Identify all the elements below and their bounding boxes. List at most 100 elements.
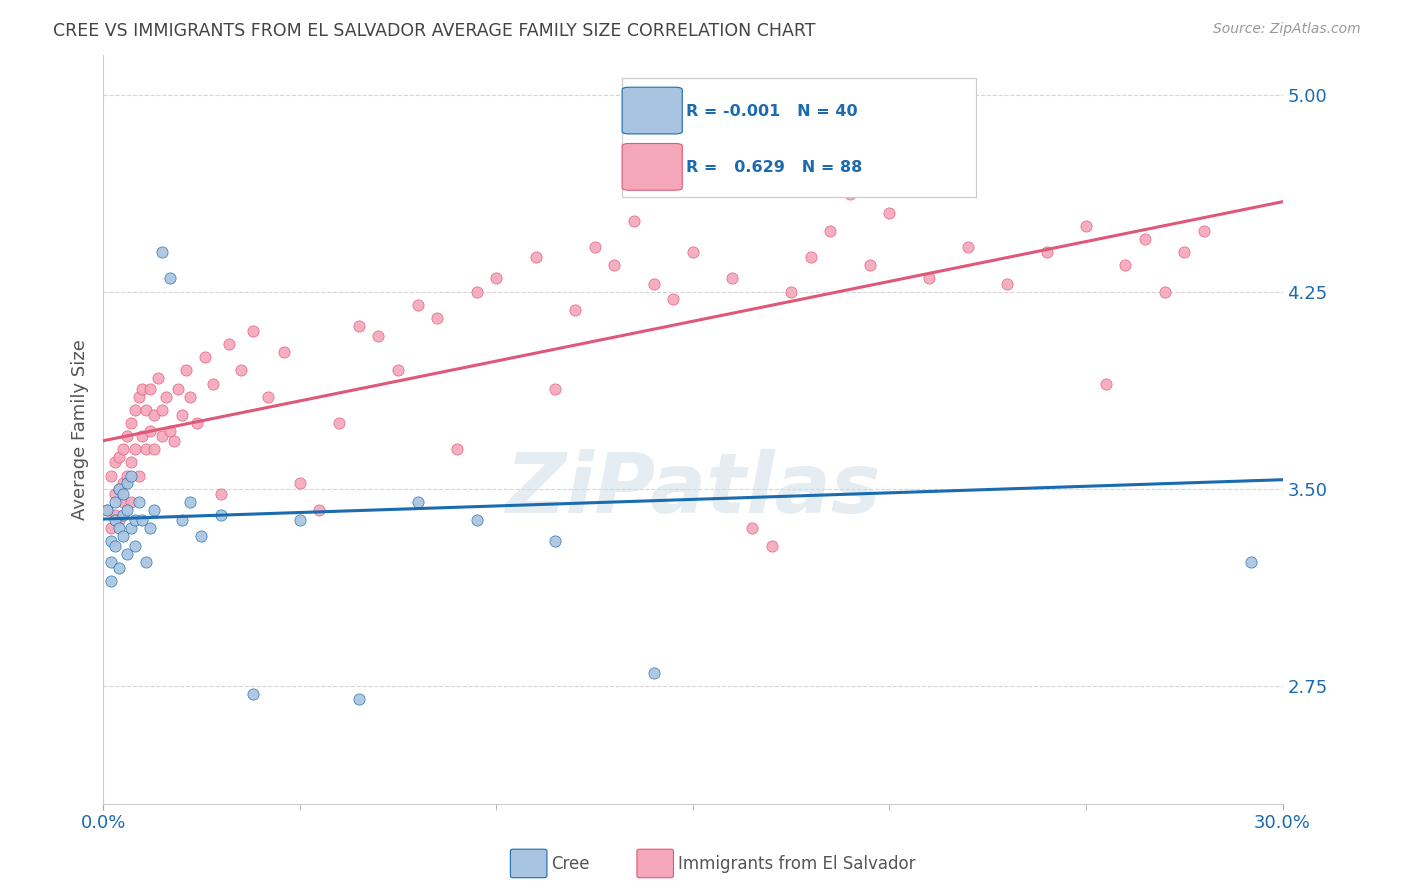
Point: [820, 135, 842, 149]
Point: [347, 692, 370, 706]
Point: [485, 271, 508, 285]
Point: [104, 487, 127, 501]
Point: [288, 476, 311, 491]
Point: [564, 303, 586, 318]
Point: [100, 534, 122, 549]
Point: [139, 424, 162, 438]
Point: [131, 429, 153, 443]
Point: [186, 416, 208, 430]
Point: [643, 277, 665, 291]
Point: [209, 487, 232, 501]
Point: [387, 363, 409, 377]
Point: [159, 424, 181, 438]
Point: [115, 547, 138, 561]
Point: [135, 402, 157, 417]
Point: [218, 337, 240, 351]
Point: [128, 468, 150, 483]
Point: [155, 390, 177, 404]
Point: [166, 382, 188, 396]
Point: [1074, 219, 1097, 233]
Point: [918, 271, 941, 285]
Point: [1153, 285, 1175, 299]
Point: [104, 455, 127, 469]
Point: [115, 429, 138, 443]
Point: [115, 468, 138, 483]
Point: [242, 687, 264, 701]
Point: [111, 442, 134, 457]
Point: [741, 521, 763, 535]
Point: [170, 408, 193, 422]
Point: [1173, 245, 1195, 260]
Point: [229, 363, 252, 377]
Point: [603, 258, 626, 272]
Point: [139, 521, 162, 535]
Point: [1240, 555, 1263, 569]
Point: [159, 271, 181, 285]
Point: [143, 502, 166, 516]
Text: Cree: Cree: [551, 855, 589, 873]
Point: [662, 293, 685, 307]
Point: [108, 521, 131, 535]
Point: [839, 187, 862, 202]
Point: [643, 665, 665, 680]
Point: [108, 513, 131, 527]
Point: [108, 482, 131, 496]
Point: [446, 442, 468, 457]
Point: [583, 240, 606, 254]
Point: [406, 495, 429, 509]
Point: [242, 324, 264, 338]
Point: [465, 513, 488, 527]
Point: [135, 442, 157, 457]
Point: [682, 245, 704, 260]
Point: [115, 502, 138, 516]
Point: [124, 513, 146, 527]
Point: [544, 382, 567, 396]
Point: [100, 468, 122, 483]
Point: [150, 402, 173, 417]
Point: [190, 529, 212, 543]
Point: [120, 416, 142, 430]
Point: [202, 376, 225, 391]
Point: [150, 429, 173, 443]
Point: [544, 534, 567, 549]
Text: Immigrants from El Salvador: Immigrants from El Salvador: [678, 855, 915, 873]
Point: [100, 555, 122, 569]
Point: [139, 382, 162, 396]
Point: [524, 251, 547, 265]
Point: [120, 455, 142, 469]
Point: [143, 408, 166, 422]
Point: [800, 251, 823, 265]
Point: [104, 513, 127, 527]
Point: [104, 508, 127, 522]
Point: [288, 513, 311, 527]
Point: [859, 258, 882, 272]
Point: [120, 521, 142, 535]
Point: [406, 298, 429, 312]
Point: [146, 371, 169, 385]
Point: [128, 390, 150, 404]
Point: [194, 351, 217, 365]
Point: [124, 402, 146, 417]
Point: [108, 560, 131, 574]
Point: [179, 495, 201, 509]
Point: [623, 213, 645, 227]
Point: [997, 277, 1019, 291]
Point: [308, 502, 330, 516]
Point: [100, 521, 122, 535]
Point: [143, 442, 166, 457]
Point: [100, 574, 122, 588]
Point: [120, 495, 142, 509]
Point: [328, 416, 350, 430]
Point: [150, 245, 173, 260]
Point: [104, 540, 127, 554]
Point: [111, 487, 134, 501]
Point: [347, 318, 370, 333]
Point: [108, 450, 131, 465]
Point: [1133, 232, 1156, 246]
Point: [465, 285, 488, 299]
Point: [111, 495, 134, 509]
Point: [957, 240, 980, 254]
Text: Source: ZipAtlas.com: Source: ZipAtlas.com: [1213, 22, 1361, 37]
Point: [111, 508, 134, 522]
Point: [820, 224, 842, 238]
